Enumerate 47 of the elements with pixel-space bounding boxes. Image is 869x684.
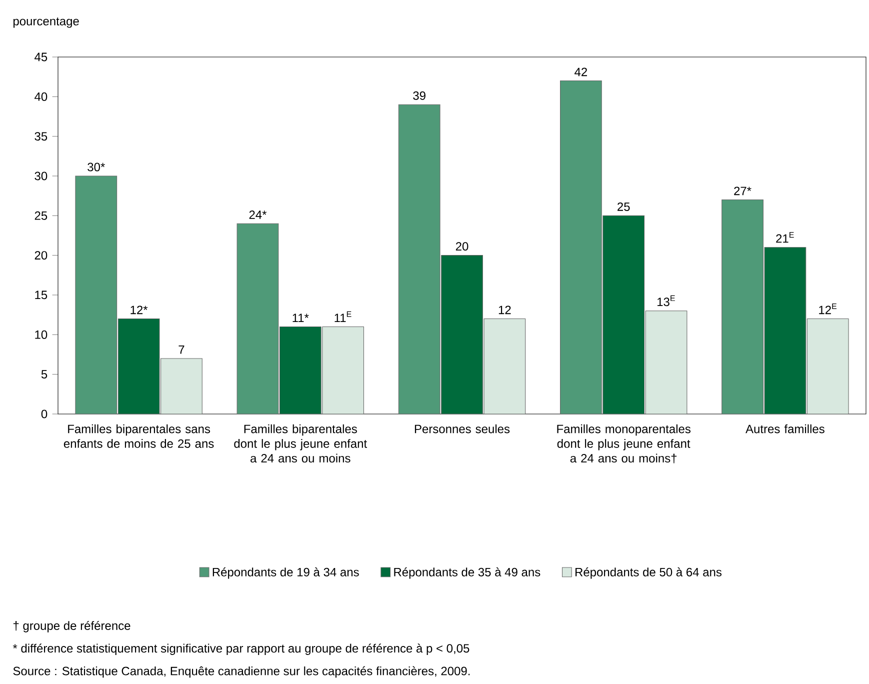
bar [806,318,849,414]
text: * différence statistiquement significative par rapport au groupe de référence à p < 0,05 [12,644,470,655]
x-tick-label: Familles monoparentales dont le plus jeune enfant a 24 ans ou moins† [557,424,690,464]
y-tick-label: 25 [34,211,48,220]
data-label: 21$^{E}$ [776,232,794,243]
bar [441,255,483,414]
bar [160,358,202,414]
bar [645,310,688,414]
data-label: 7 [178,345,184,354]
y-tick-label: 40 [34,92,48,101]
legend-label: Répondants de 35 à 49 ans [394,567,540,579]
source-note: Source : Statistique Canada, Enquête canadienne sur les capacités financières, 2009. [13,666,470,678]
y-tick-label: 15 [35,290,48,300]
y-tick-label: 20 [34,251,48,260]
legend-label: Répondants de 19 à 34 ans [212,567,359,579]
bar [322,326,364,414]
x-tick-label: Personnes seules [414,424,510,434]
bar [279,326,322,414]
y-tick-label: 5 [41,370,48,379]
data-label: 30* [88,162,105,172]
data-label: 12 [498,306,511,314]
text: † groupe de référence [14,620,130,632]
bar [484,318,526,414]
data-label: 12* [130,306,148,314]
bar [118,318,160,414]
data-label: 27* [734,186,752,196]
bar [602,215,645,414]
bar [764,247,806,414]
data-label: 24* [249,210,267,219]
y-tick-label: 30 [34,172,48,180]
y-axis-title: pourcentage [13,18,79,28]
data-label: 39 [413,91,426,100]
legend-label: Répondants de 50 à 64 ans [576,567,722,579]
data-label: 25 [618,202,630,211]
data-label: 11$^{E}$ [334,311,352,322]
x-tick-label: Familles biparentales dont le plus jeune enfant a 24 ans ou moins [234,424,367,463]
data-label: 11* [292,314,309,322]
data-label: 42 [574,68,587,76]
data-label: 12$^{E}$ [819,303,837,314]
data-label: 20 [456,242,468,251]
data-label: 13$^{E}$ [658,295,675,306]
x-tick-label: Autres familles [746,424,824,434]
y-tick-label: 10 [35,330,48,339]
y-tick-label: 35 [34,132,48,141]
y-tick-label: 0 [41,410,48,418]
y-tick-label: 45 [34,52,48,62]
x-tick-label: Familles biparentales sans enfants de moins de 25 ans [64,424,214,448]
